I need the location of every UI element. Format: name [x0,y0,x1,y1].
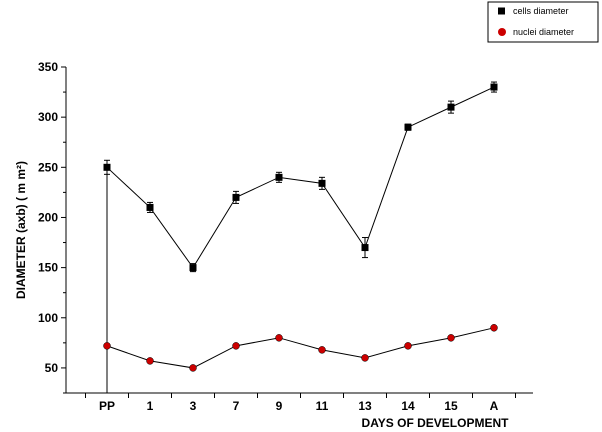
y-axis-title: DIAMETER (axb) ( m m²) [14,161,28,299]
legend-label-nuclei: nuclei diameter [513,27,574,37]
point-cells-diameter [447,103,455,111]
legend-label-cells: cells diameter [513,6,569,16]
plot-area [103,81,498,393]
y-tick-label: 300 [38,110,58,124]
legend-marker-nuclei [498,28,506,36]
point-cells-diameter [404,123,412,131]
point-cells-diameter [490,83,498,91]
point-nuclei-diameter [275,334,283,342]
point-nuclei-diameter [232,342,240,350]
series-line-1 [106,327,495,369]
point-nuclei-diameter [146,357,154,365]
point-cells-diameter [189,264,197,272]
x-axis-title: DAYS OF DEVELOPMENT [362,416,510,430]
point-cells-diameter [275,173,283,181]
point-cells-diameter [361,244,369,252]
x-tick-label: PP [99,399,115,413]
x-tick-label: 14 [401,399,415,413]
y-tick-label: 100 [38,311,58,325]
y-tick-label: 250 [38,160,58,174]
x-ticks: PP 1 3 7 9 11 13 14 15 A [85,393,516,413]
x-tick-label: 11 [316,399,329,413]
y-tick-label: 350 [38,60,58,74]
legend-marker-cells [498,7,505,15]
legend: cells diameter nuclei diameter [487,1,599,43]
point-cells-diameter [103,163,111,171]
x-tick-label: 9 [276,399,283,413]
axes [65,67,533,394]
y-ticks: 50 100 150 200 250 300 350 [38,60,66,394]
point-cells-diameter [318,179,326,187]
x-tick-label: 3 [190,399,197,413]
point-nuclei-diameter [361,354,369,362]
point-nuclei-diameter [103,342,111,350]
x-tick-label: 1 [147,399,154,413]
point-cells-diameter [232,193,240,201]
point-cells-diameter [146,203,154,211]
legend-box [487,1,599,43]
point-nuclei-diameter [318,346,326,354]
y-tick-label: 150 [38,261,58,275]
point-nuclei-diameter [404,342,412,350]
point-nuclei-diameter [447,334,455,342]
point-nuclei-diameter [189,364,197,372]
x-tick-label: 7 [233,399,240,413]
x-tick-label: A [490,399,499,413]
series-line-0 [106,86,495,269]
x-tick-label: 13 [358,399,372,413]
y-tick-label: 200 [38,210,58,224]
x-tick-label: 15 [444,399,458,413]
point-nuclei-diameter [490,324,498,332]
y-tick-label: 50 [45,361,59,375]
